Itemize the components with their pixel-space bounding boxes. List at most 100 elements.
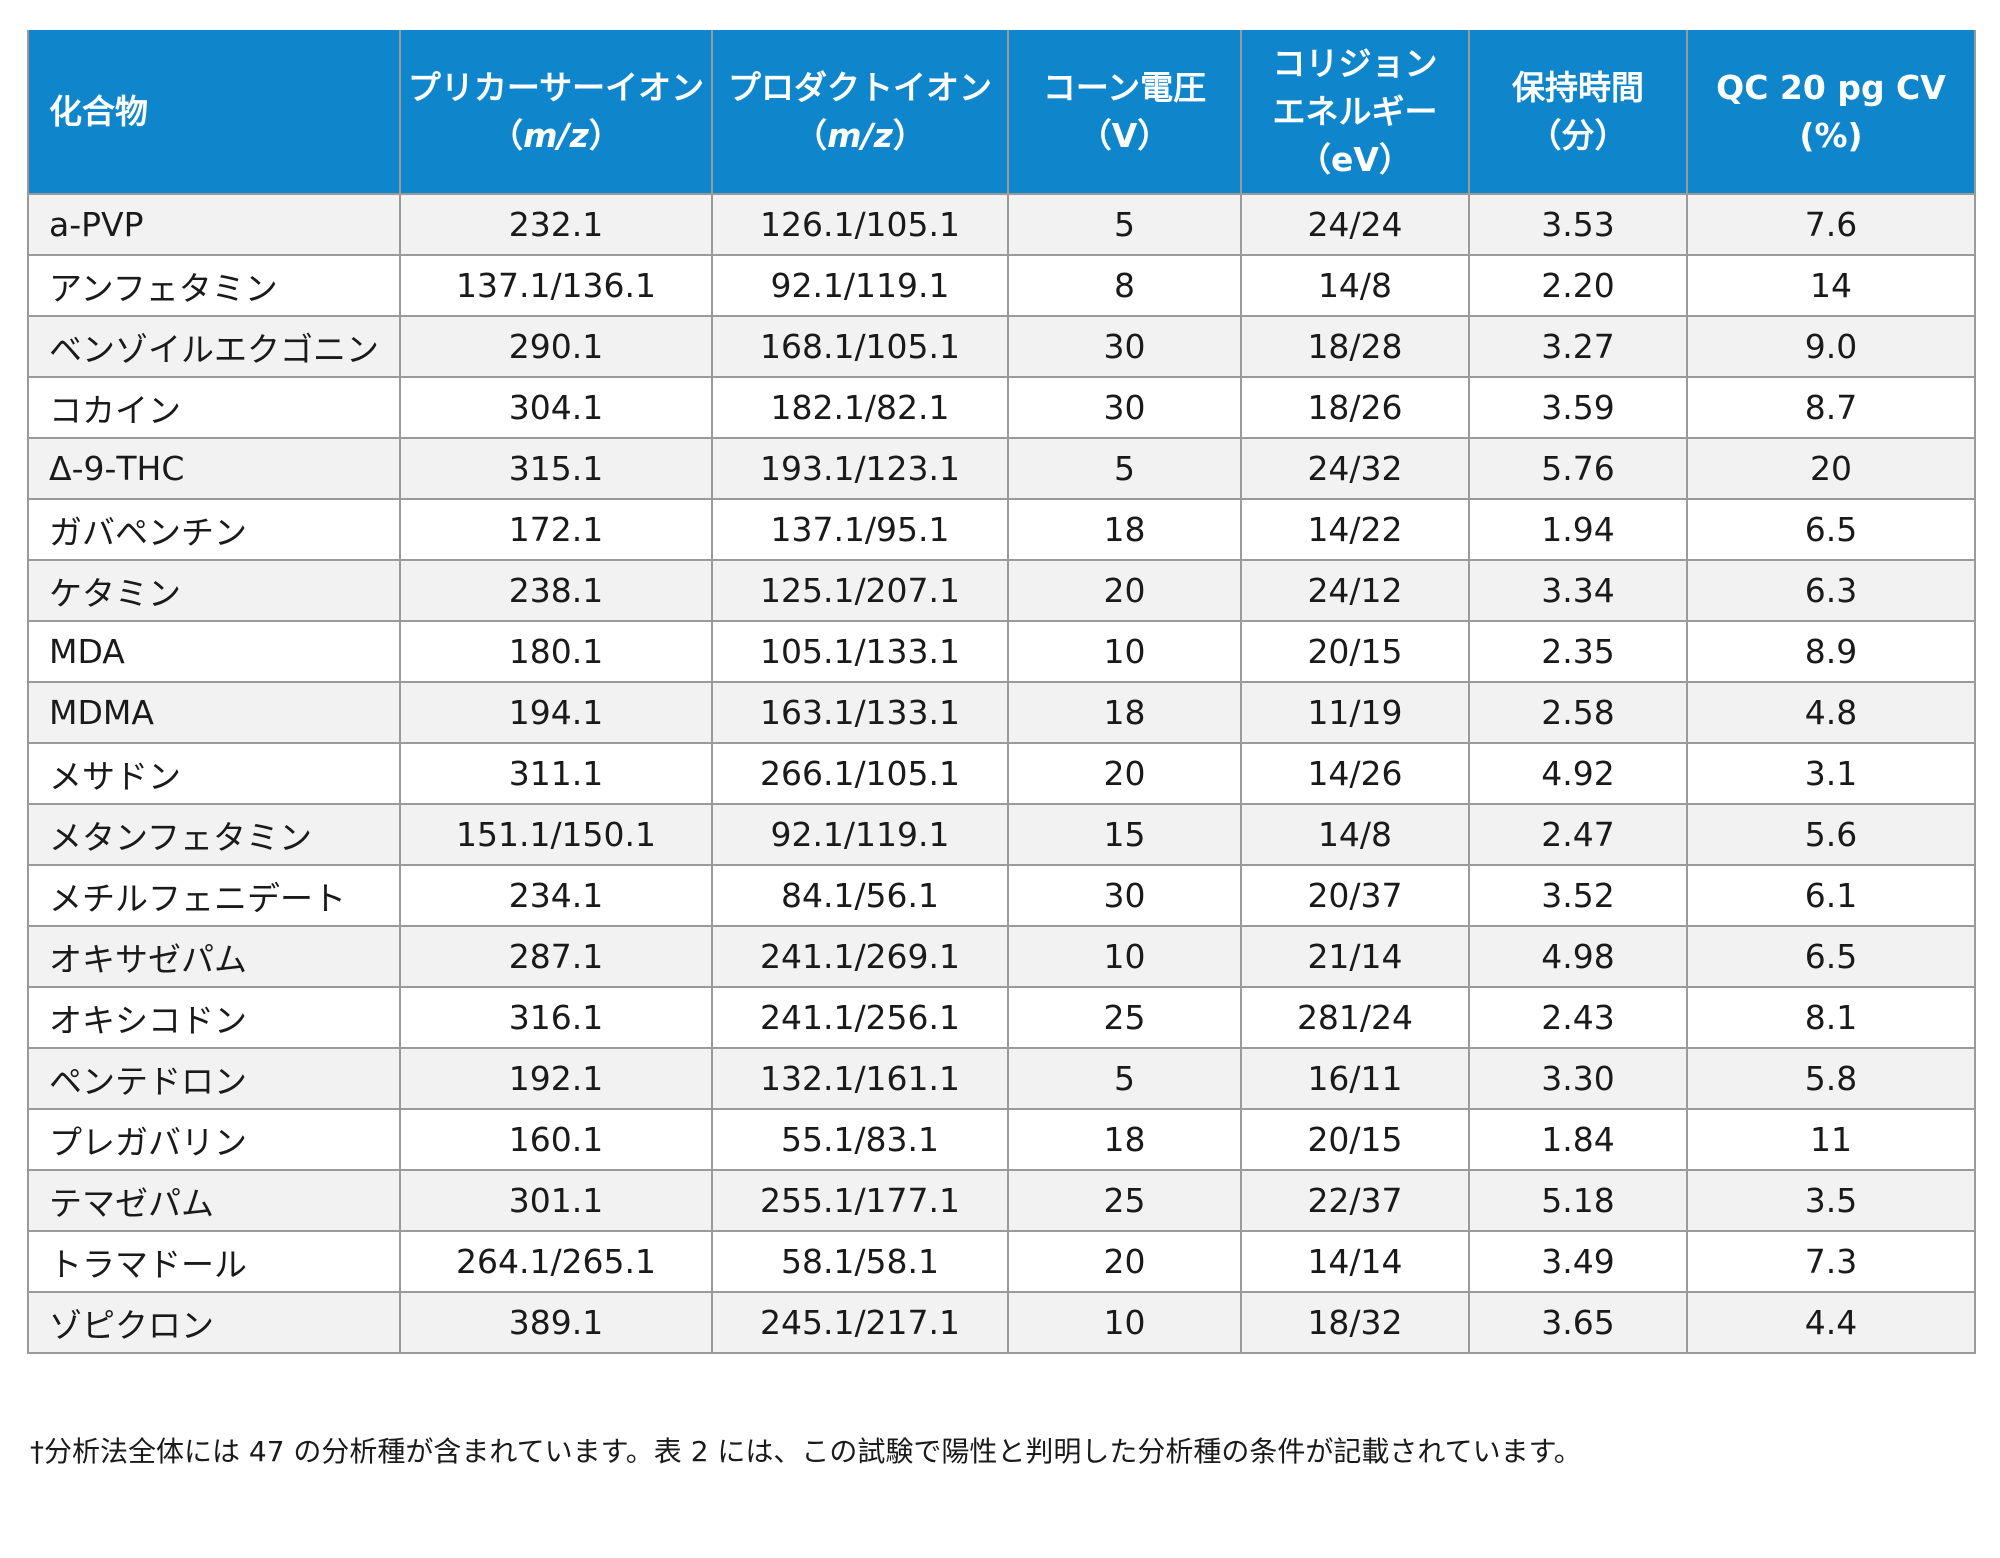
precursor-ion-cell: 151.1/150.1 [399, 803, 713, 866]
precursor-ion-cell: 315.1 [399, 437, 713, 500]
precursor-ion-cell: 304.1 [399, 376, 713, 439]
retention-time-cell: 3.49 [1468, 1230, 1688, 1293]
precursor-ion-cell: 238.1 [399, 559, 713, 622]
cone-voltage-cell: 5 [1007, 1047, 1242, 1110]
table-row: オキサゼパム 287.1 241.1/269.1 10 21/14 4.98 6.5 [27, 925, 1976, 988]
collision-energy-cell: 16/11 [1240, 1047, 1470, 1110]
retention-time-cell: 1.84 [1468, 1108, 1688, 1171]
table-row: トラマドール 264.1/265.1 58.1/58.1 20 14/14 3.49 7.3 [27, 1230, 1976, 1293]
product-ion-cell: 168.1/105.1 [711, 315, 1009, 378]
table-row: MDMA 194.1 163.1/133.1 18 11/19 2.58 4.8 [27, 681, 1976, 744]
collision-energy-cell: 18/32 [1240, 1291, 1470, 1354]
collision-energy-cell: 20/15 [1240, 620, 1470, 683]
table-row: アンフェタミン 137.1/136.1 92.1/119.1 8 14/8 2.20 14 [27, 254, 1976, 317]
collision-energy-cell: 14/8 [1240, 803, 1470, 866]
qc-cv-cell: 20 [1686, 437, 1976, 500]
retention-time-cell: 5.18 [1468, 1169, 1688, 1232]
footnote: †分析法全体には 47 の分析種が含まれています。表 2 には、この試験で陽性と… [30, 1435, 1582, 1468]
table-row: プレガバリン 160.1 55.1/83.1 18 20/15 1.84 11 [27, 1108, 1976, 1171]
table-row: Δ-9-THC 315.1 193.1/123.1 5 24/32 5.76 20 [27, 437, 1976, 500]
cone-voltage-cell: 8 [1007, 254, 1242, 317]
table-row: コカイン 304.1 182.1/82.1 30 18/26 3.59 8.7 [27, 376, 1976, 439]
qc-cv-cell: 4.8 [1686, 681, 1976, 744]
cone-voltage-cell: 30 [1007, 315, 1242, 378]
qc-cv-cell: 11 [1686, 1108, 1976, 1171]
product-ion-cell: 55.1/83.1 [711, 1108, 1009, 1171]
qc-cv-cell: 14 [1686, 254, 1976, 317]
cone-voltage-cell: 20 [1007, 559, 1242, 622]
table-row: メサドン 311.1 266.1/105.1 20 14/26 4.92 3.1 [27, 742, 1976, 805]
compound-cell: MDMA [27, 681, 401, 744]
qc-cv-cell: 6.3 [1686, 559, 1976, 622]
compound-cell: ゾピクロン [27, 1291, 401, 1354]
qc-cv-cell: 6.5 [1686, 925, 1976, 988]
product-ion-cell: 266.1/105.1 [711, 742, 1009, 805]
precursor-ion-cell: 290.1 [399, 315, 713, 378]
precursor-ion-cell: 194.1 [399, 681, 713, 744]
cone-voltage-cell: 10 [1007, 925, 1242, 988]
cone-voltage-cell: 25 [1007, 1169, 1242, 1232]
collision-energy-cell: 21/14 [1240, 925, 1470, 988]
table-row: ガバペンチン 172.1 137.1/95.1 18 14/22 1.94 6.5 [27, 498, 1976, 561]
precursor-ion-cell: 232.1 [399, 193, 713, 256]
compound-cell: オキシコドン [27, 986, 401, 1049]
table-row: ゾピクロン 389.1 245.1/217.1 10 18/32 3.65 4.4 [27, 1291, 1976, 1354]
cone-voltage-cell: 5 [1007, 193, 1242, 256]
qc-cv-cell: 8.9 [1686, 620, 1976, 683]
qc-cv-cell: 3.5 [1686, 1169, 1976, 1232]
collision-energy-cell: 14/8 [1240, 254, 1470, 317]
header-qc-cv: QC 20 pg CV (%) [1686, 30, 1976, 195]
precursor-ion-cell: 316.1 [399, 986, 713, 1049]
compound-cell: メタンフェタミン [27, 803, 401, 866]
precursor-ion-cell: 264.1/265.1 [399, 1230, 713, 1293]
table-row: テマゼパム 301.1 255.1/177.1 25 22/37 5.18 3.5 [27, 1169, 1976, 1232]
retention-time-cell: 1.94 [1468, 498, 1688, 561]
precursor-ion-cell: 180.1 [399, 620, 713, 683]
precursor-ion-cell: 172.1 [399, 498, 713, 561]
collision-energy-cell: 20/37 [1240, 864, 1470, 927]
precursor-ion-cell: 311.1 [399, 742, 713, 805]
product-ion-cell: 92.1/119.1 [711, 803, 1009, 866]
collision-energy-cell: 14/14 [1240, 1230, 1470, 1293]
product-ion-cell: 84.1/56.1 [711, 864, 1009, 927]
product-ion-cell: 241.1/269.1 [711, 925, 1009, 988]
retention-time-cell: 3.59 [1468, 376, 1688, 439]
qc-cv-cell: 8.1 [1686, 986, 1976, 1049]
header-row: 化合物 プリカーサーイオン （m/z） プロダクトイオン （m/z） コーン電圧… [27, 30, 1976, 195]
product-ion-cell: 58.1/58.1 [711, 1230, 1009, 1293]
table-row: メタンフェタミン 151.1/150.1 92.1/119.1 15 14/8 2.47 5… [27, 803, 1976, 866]
collision-energy-cell: 24/32 [1240, 437, 1470, 500]
header-retention-time: 保持時間 （分） [1468, 30, 1688, 195]
precursor-ion-cell: 287.1 [399, 925, 713, 988]
retention-time-cell: 2.35 [1468, 620, 1688, 683]
table-row: メチルフェニデート 234.1 84.1/56.1 30 20/37 3.52 6.1 [27, 864, 1976, 927]
compound-cell: テマゼパム [27, 1169, 401, 1232]
table-row: ケタミン 238.1 125.1/207.1 20 24/12 3.34 6.3 [27, 559, 1976, 622]
compound-cell: トラマドール [27, 1230, 401, 1293]
header-cone-voltage: コーン電圧 （V） [1007, 30, 1242, 195]
compound-cell: a-PVP [27, 193, 401, 256]
header-product-ion: プロダクトイオン （m/z） [711, 30, 1009, 195]
compound-cell: ベンゾイルエクゴニン [27, 315, 401, 378]
product-ion-cell: 182.1/82.1 [711, 376, 1009, 439]
retention-time-cell: 4.98 [1468, 925, 1688, 988]
compound-cell: ペンテドロン [27, 1047, 401, 1110]
header-precursor-ion: プリカーサーイオン （m/z） [399, 30, 713, 195]
qc-cv-cell: 5.8 [1686, 1047, 1976, 1110]
compound-cell: Δ-9-THC [27, 437, 401, 500]
qc-cv-cell: 5.6 [1686, 803, 1976, 866]
retention-time-cell: 2.47 [1468, 803, 1688, 866]
precursor-ion-cell: 192.1 [399, 1047, 713, 1110]
collision-energy-cell: 24/12 [1240, 559, 1470, 622]
cone-voltage-cell: 25 [1007, 986, 1242, 1049]
compound-cell: ガバペンチン [27, 498, 401, 561]
collision-energy-cell: 20/15 [1240, 1108, 1470, 1171]
cone-voltage-cell: 15 [1007, 803, 1242, 866]
qc-cv-cell: 4.4 [1686, 1291, 1976, 1354]
cone-voltage-cell: 18 [1007, 1108, 1242, 1171]
retention-time-cell: 5.76 [1468, 437, 1688, 500]
qc-cv-cell: 7.3 [1686, 1230, 1976, 1293]
product-ion-cell: 241.1/256.1 [711, 986, 1009, 1049]
compound-cell: メチルフェニデート [27, 864, 401, 927]
